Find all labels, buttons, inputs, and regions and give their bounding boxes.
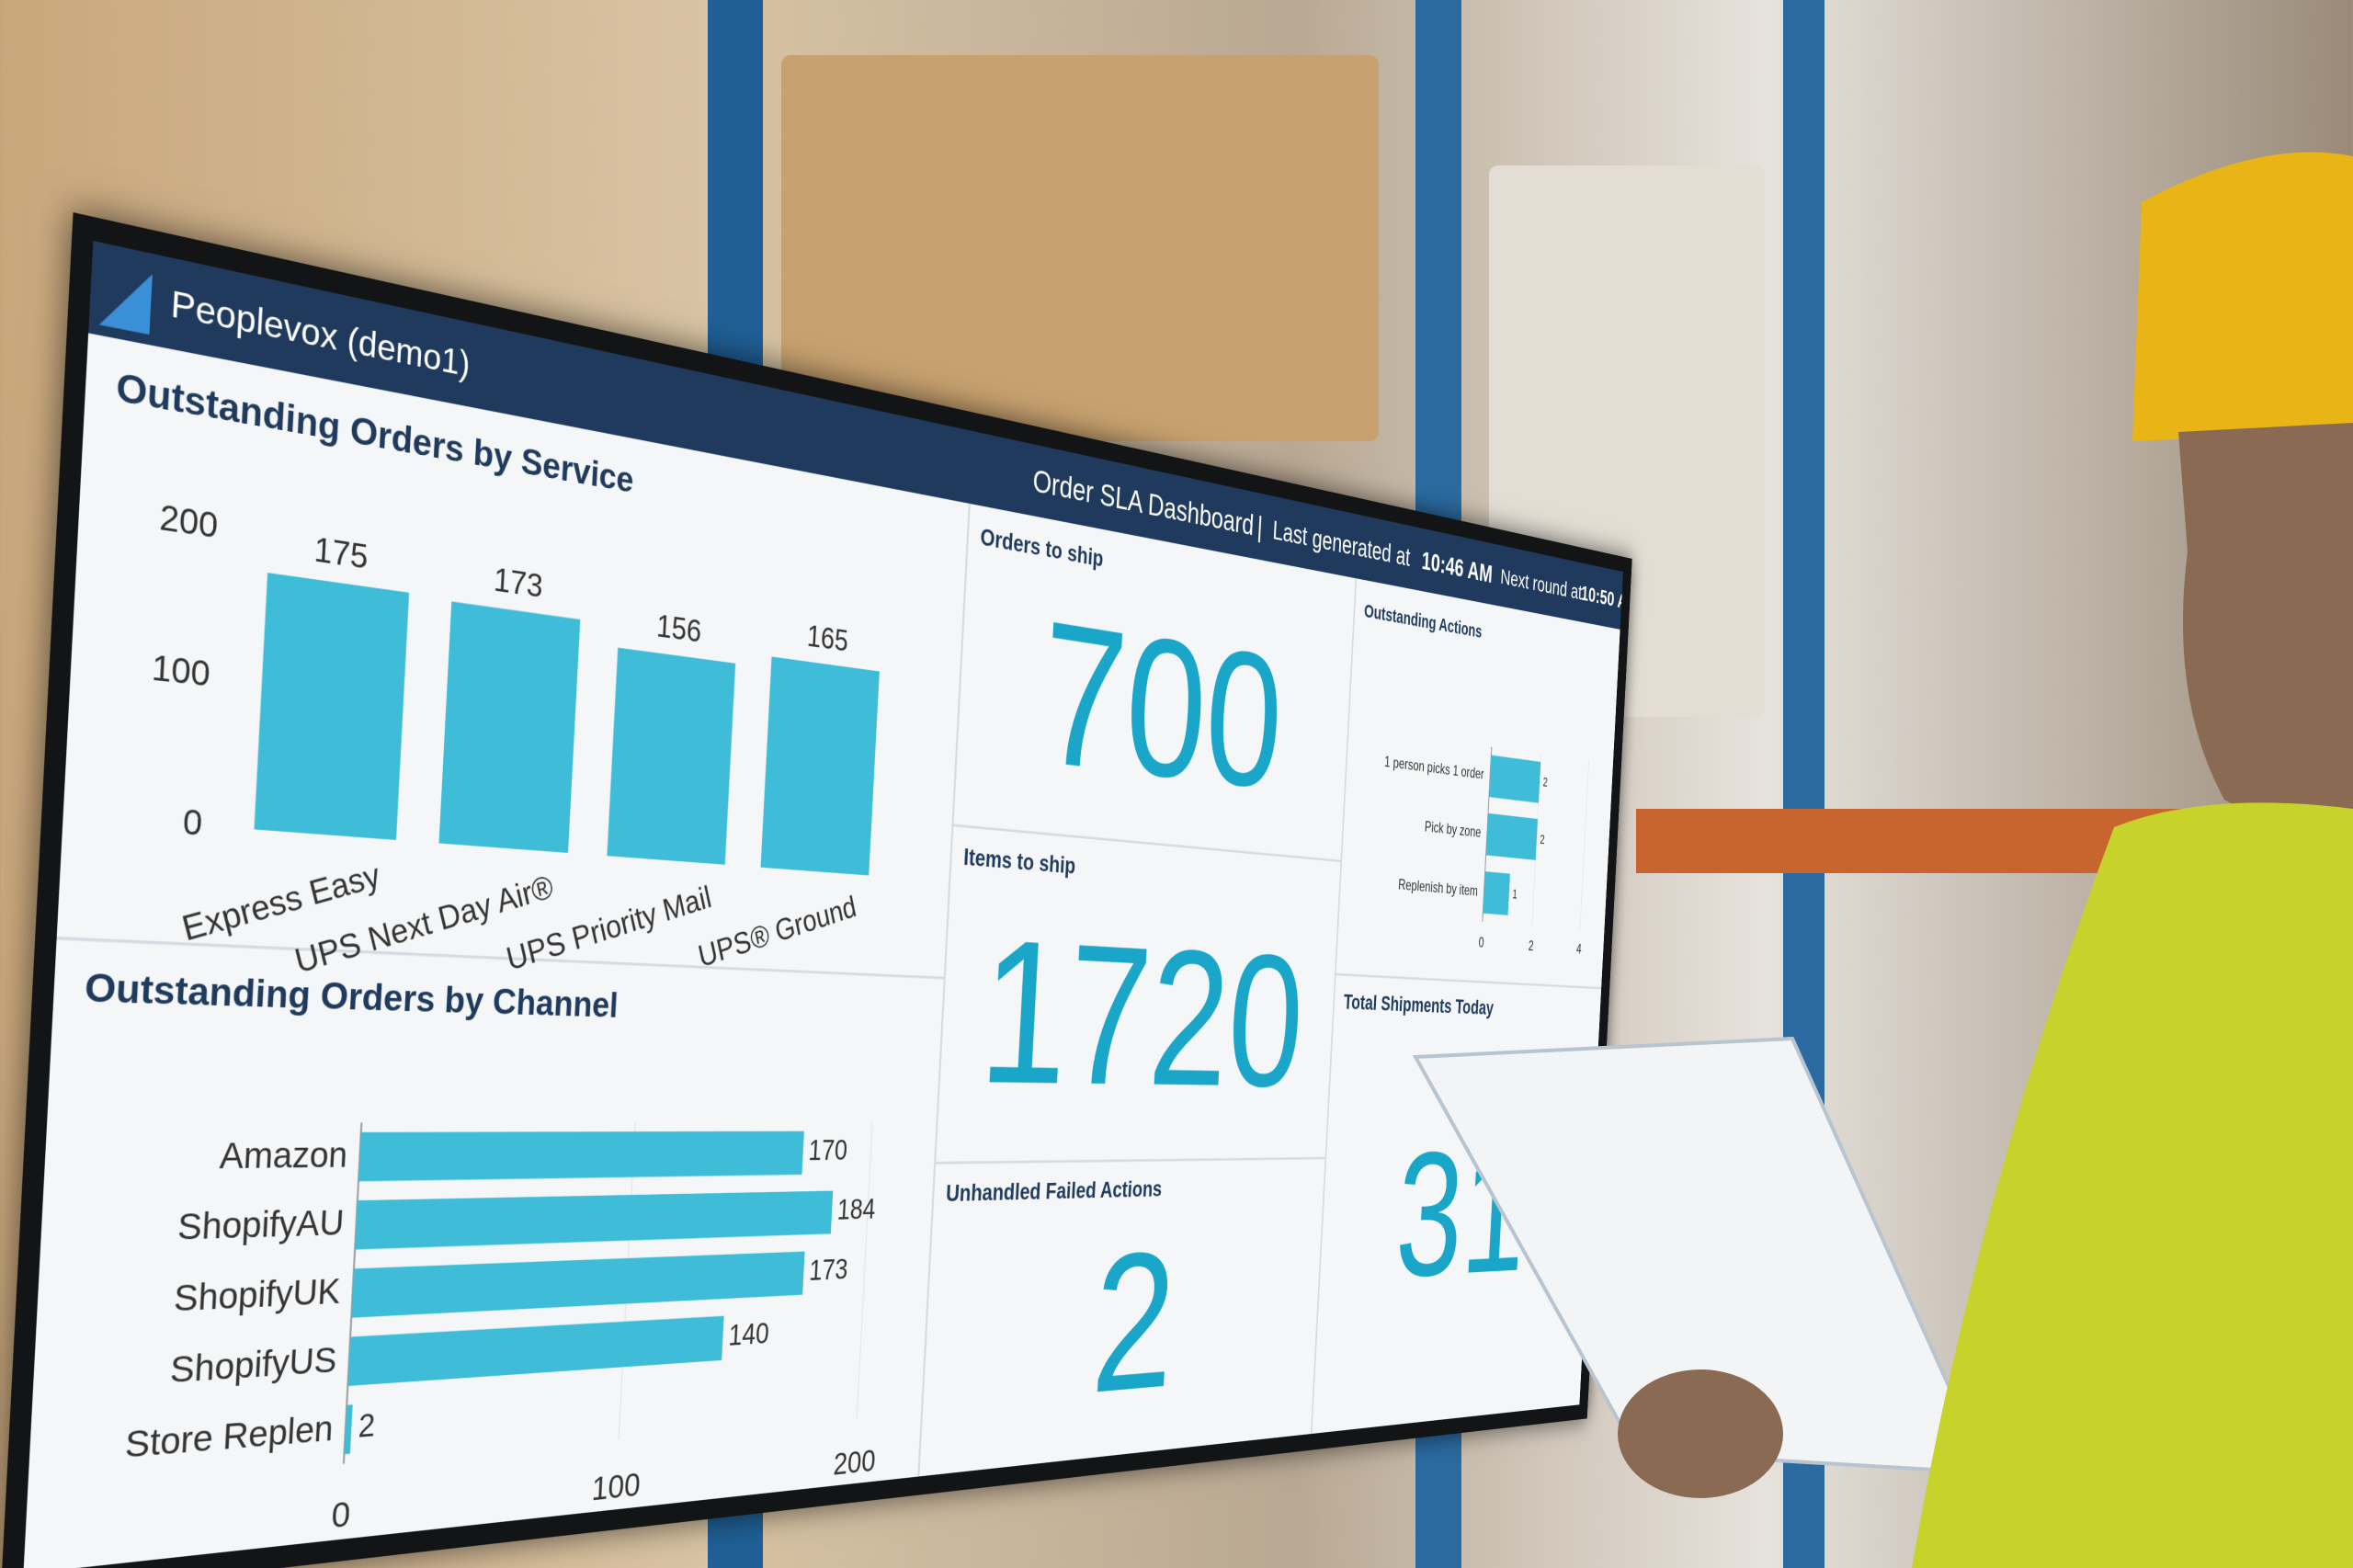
dashboard: Peoplevox (demo1) Order SLA Dashboard | … — [23, 241, 1638, 1537]
kpi-value: 2 — [1088, 1210, 1180, 1435]
monitor: Peoplevox (demo1) Order SLA Dashboard | … — [0, 212, 1638, 1568]
value-label: 173 — [493, 561, 543, 605]
logo — [98, 263, 153, 335]
y-tick-label: 100 — [151, 647, 211, 694]
value-label: 1 — [1512, 887, 1518, 902]
value-label: 184 — [836, 1194, 876, 1226]
y-tick-label: 0 — [182, 801, 203, 843]
value-label: 2 — [1540, 832, 1545, 846]
kpi-value: 1720 — [975, 894, 1308, 1126]
value-label: 2 — [1542, 775, 1548, 790]
x-tick-label: 0 — [331, 1494, 352, 1536]
x-tick-label: 0 — [1478, 935, 1484, 951]
y-tick-label: ShopifyUK — [173, 1272, 341, 1320]
y-tick-label: ShopifyAU — [176, 1203, 345, 1248]
bar — [254, 573, 410, 840]
y-tick-label: 200 — [159, 496, 220, 545]
kpi-value: 700 — [1036, 576, 1287, 829]
value-label: 173 — [809, 1254, 849, 1287]
bar — [607, 647, 736, 865]
bar — [438, 601, 581, 853]
x-tick-label: 100 — [591, 1467, 642, 1509]
value-label: 170 — [808, 1135, 848, 1166]
x-tick-label: 200 — [833, 1444, 877, 1483]
x-tick-label: 2 — [1528, 937, 1534, 954]
value-label: 156 — [655, 608, 702, 649]
face — [2178, 423, 2353, 873]
helmet — [2132, 152, 2353, 442]
y-tick-label: Amazon — [219, 1135, 348, 1176]
x-tick-label: 4 — [1576, 941, 1582, 958]
separator: | — [1256, 509, 1264, 543]
vest — [1912, 802, 2353, 1568]
kpi-title: Unhandled Failed Actions — [945, 1176, 1162, 1207]
boxes — [781, 55, 1379, 441]
hand — [1618, 1369, 1783, 1498]
value-label: 165 — [806, 619, 849, 658]
value-label: 175 — [313, 529, 369, 576]
value-label: 140 — [728, 1318, 770, 1353]
value-label: 2 — [358, 1408, 376, 1445]
